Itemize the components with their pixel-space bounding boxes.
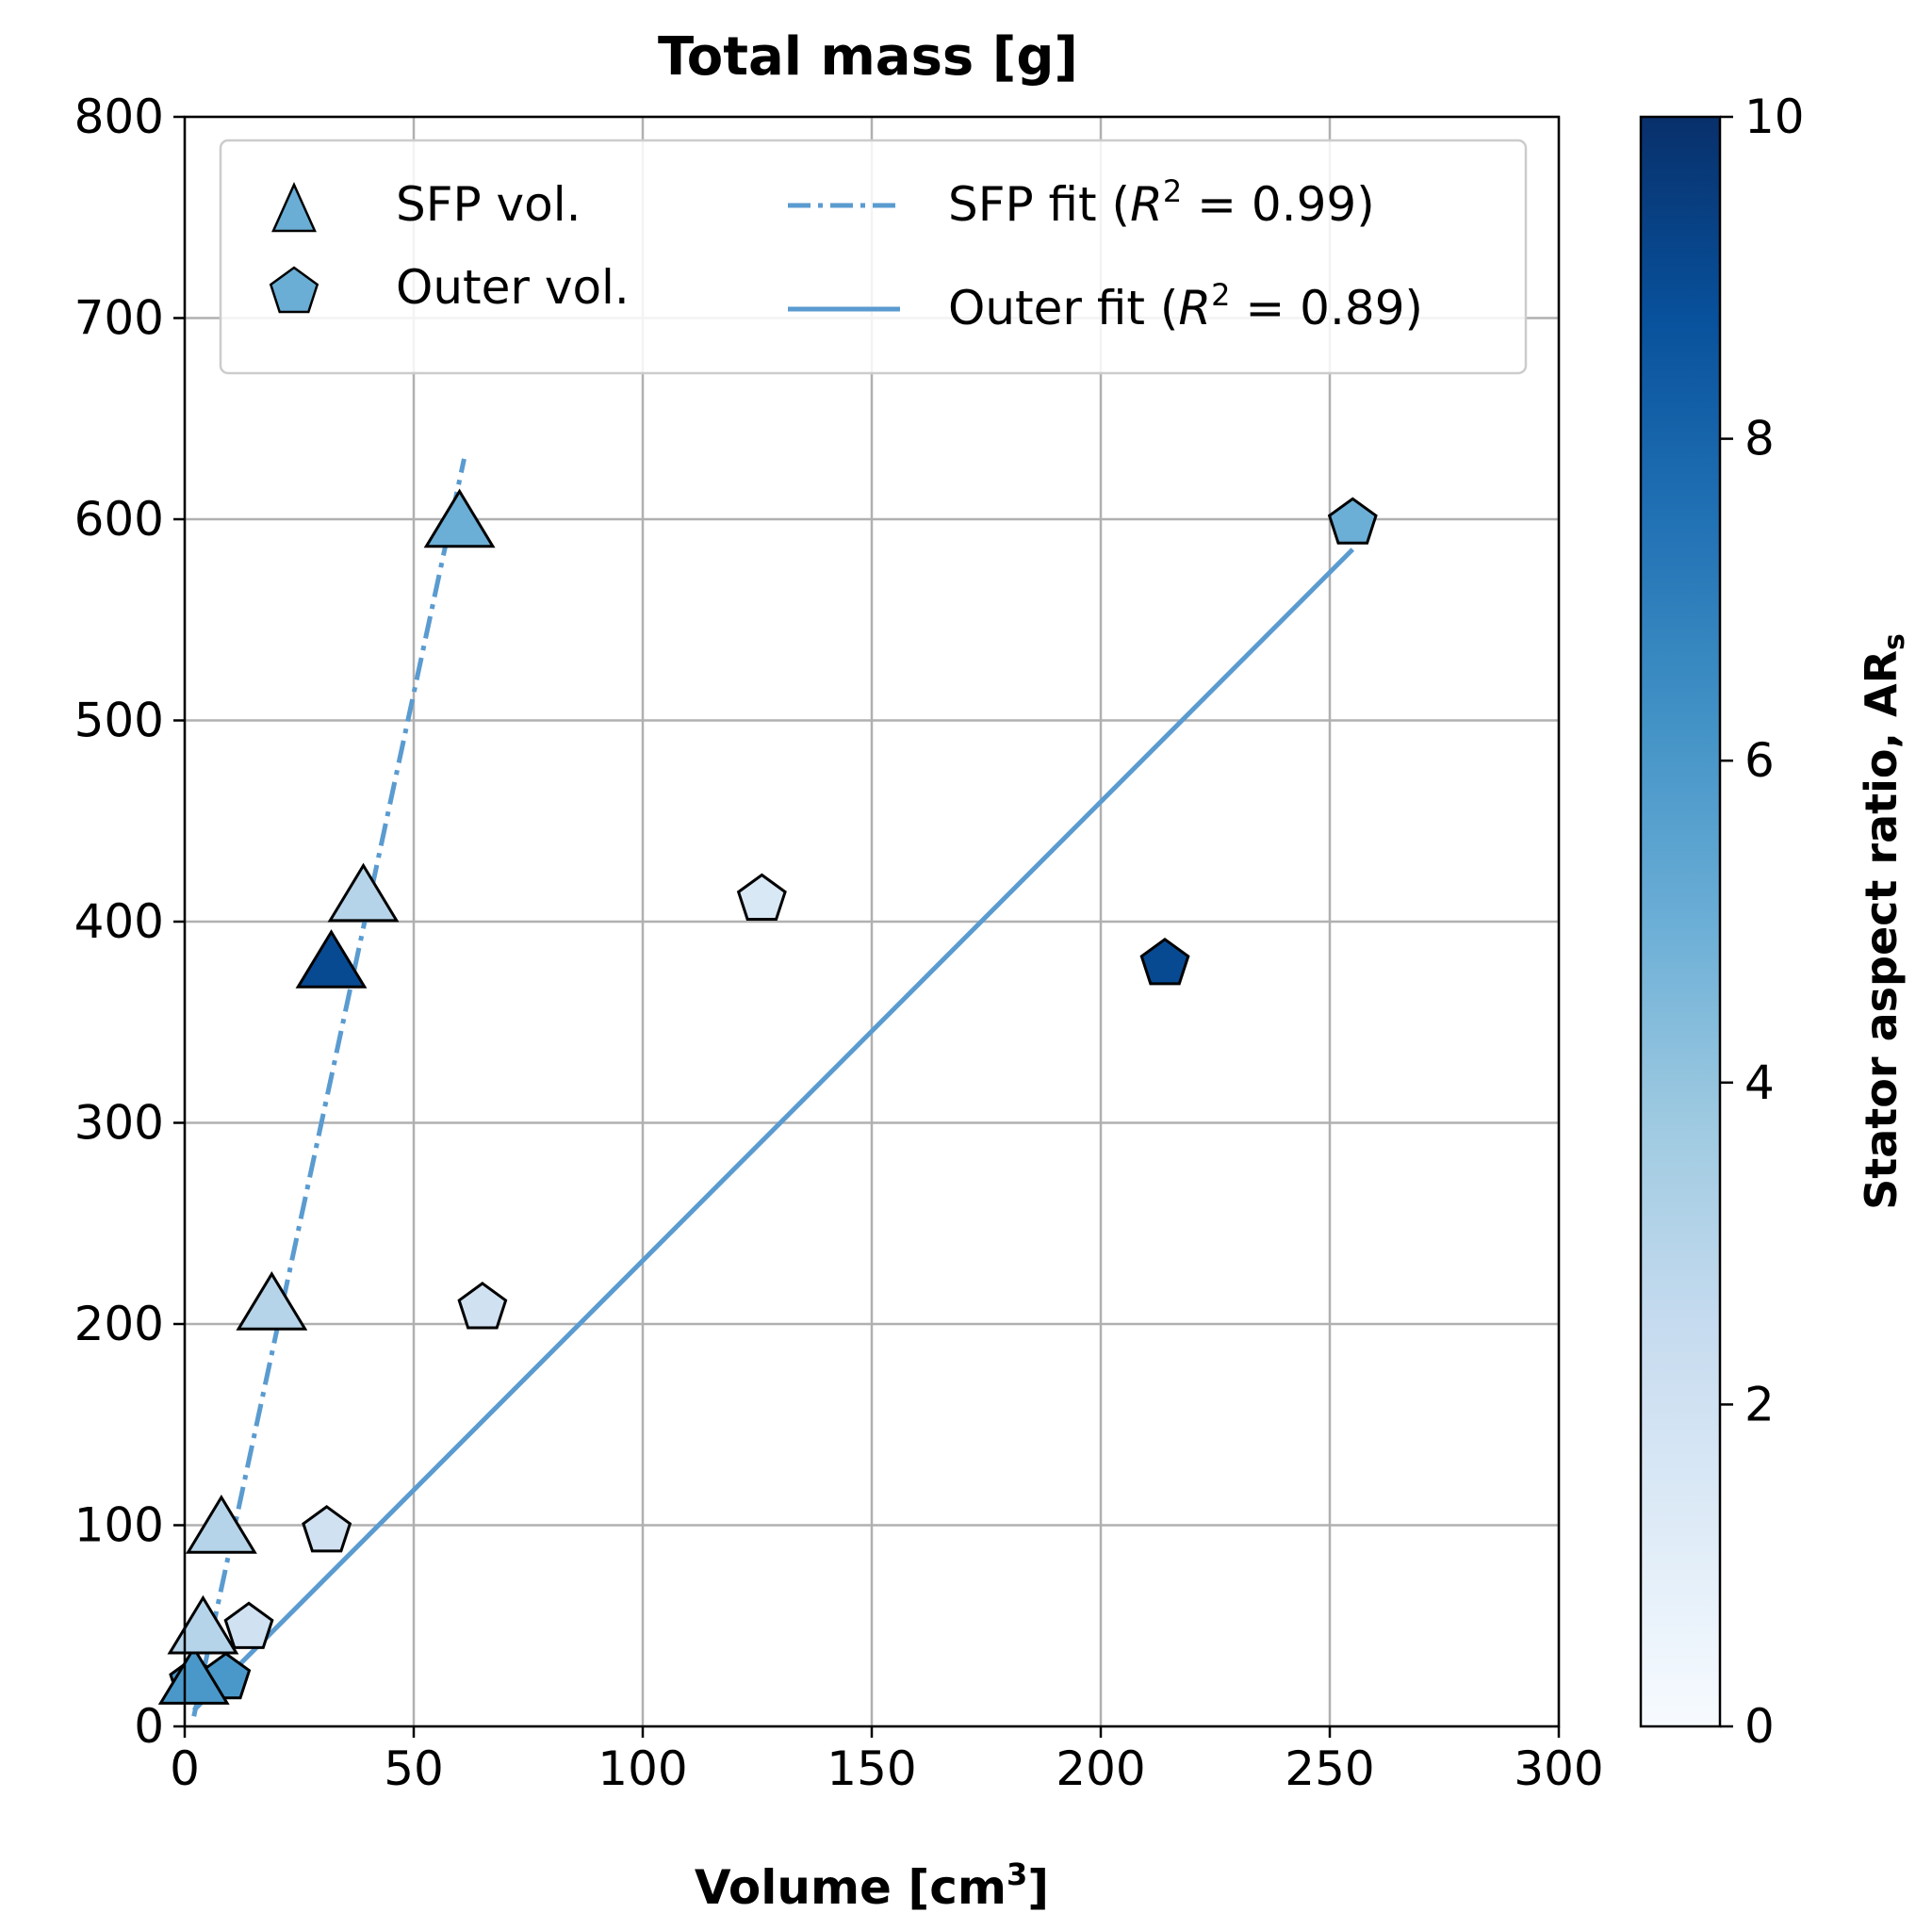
x-tick-label: 0: [170, 1741, 200, 1796]
y-tick-label: 500: [74, 694, 164, 748]
colorbar-label-subscript: s: [1878, 633, 1911, 650]
x-axis-label: Volume [cm3]: [695, 1856, 1049, 1915]
legend-label-outer-fit-r2: = 0.89): [1245, 281, 1423, 335]
y-tick-label: 0: [134, 1699, 164, 1754]
chart-title: Total mass [g]: [658, 26, 1078, 88]
x-tick-label: 100: [598, 1741, 687, 1796]
outer-vol-point: [1327, 497, 1378, 545]
legend-marker-triangle: [271, 181, 317, 233]
y-tick-label: 400: [74, 894, 164, 949]
legend-box: [219, 139, 1528, 375]
svg-text:Outer fit (R2 = 0.89): Outer fit (R2 = 0.89): [948, 277, 1423, 335]
colorbar-gradient: [1639, 115, 1722, 1728]
legend-label-sfp-vol: SFP vol.: [396, 177, 581, 232]
legend-label-sfp-fit: SFP fit: [948, 177, 1097, 232]
sfp-fit-line: [191, 458, 467, 1717]
colorbar-tick-label: 4: [1744, 1055, 1775, 1110]
x-tick-label: 200: [1056, 1741, 1145, 1796]
y-tick-label: 600: [74, 492, 164, 547]
fit-lines: [191, 458, 1355, 1717]
legend: SFP vol. Outer vol. SFP fit (R2 = 0.99) …: [219, 139, 1528, 375]
sfp-vol-point: [167, 1594, 239, 1655]
legend-label-sfp-fit-r2: = 0.99): [1197, 177, 1375, 232]
legend-label-outer-vol: Outer vol.: [396, 260, 630, 315]
sfp-vol-point: [423, 488, 496, 548]
x-axis-label-superscript: 3: [1007, 1856, 1027, 1892]
sfp-vol-point: [236, 1271, 308, 1331]
colorbar-tick-label: 6: [1744, 733, 1775, 788]
outer-vol-point: [223, 1601, 274, 1649]
y-tick-label: 200: [74, 1297, 164, 1351]
colorbar-tick-label: 8: [1744, 412, 1775, 466]
outer-vol-point: [1139, 937, 1190, 986]
x-tick-label: 50: [384, 1741, 444, 1796]
colorbar: 0 2 4 6 8 10 Stator aspect ratio, ARs: [1639, 90, 1911, 1754]
sfp-vol-point: [157, 1645, 230, 1705]
axis-ticks: 0 50 100 150 200 250 300 0 100 200 300 400 500 600 700…: [74, 90, 1604, 1796]
y-tick-label: 300: [74, 1096, 164, 1151]
outer-vol-point: [457, 1282, 508, 1330]
sfp-vol-point: [295, 929, 368, 989]
outer-vol-point: [736, 873, 787, 921]
y-tick-label: 700: [74, 291, 164, 346]
y-tick-label: 800: [74, 90, 164, 144]
x-tick-label: 300: [1514, 1741, 1603, 1796]
x-tick-label: 150: [827, 1741, 916, 1796]
svg-text:SFP fit (R2 = 0.99): SFP fit (R2 = 0.99): [948, 173, 1375, 232]
sfp-vol-point: [327, 862, 400, 923]
svg-text:Outer vol.: Outer vol.: [396, 260, 630, 315]
legend-marker-pentagon: [269, 266, 319, 314]
legend-label-outer-fit: Outer fit: [948, 281, 1145, 335]
data-points: [157, 488, 1378, 1705]
colorbar-tick-label: 2: [1744, 1377, 1775, 1431]
y-tick-label: 100: [74, 1498, 164, 1553]
svg-text:SFP vol.: SFP vol.: [396, 177, 581, 232]
x-tick-label: 250: [1285, 1741, 1374, 1796]
colorbar-label: Stator aspect ratio, ARs: [1856, 633, 1911, 1210]
outer-fit-line: [191, 548, 1355, 1712]
outer-vol-point: [302, 1505, 352, 1553]
colorbar-tick-label: 0: [1744, 1699, 1775, 1754]
sfp-vol-point: [185, 1495, 257, 1554]
colorbar-ticks: 0 2 4 6 8 10: [1720, 90, 1805, 1754]
colorbar-tick-label: 10: [1744, 90, 1805, 144]
